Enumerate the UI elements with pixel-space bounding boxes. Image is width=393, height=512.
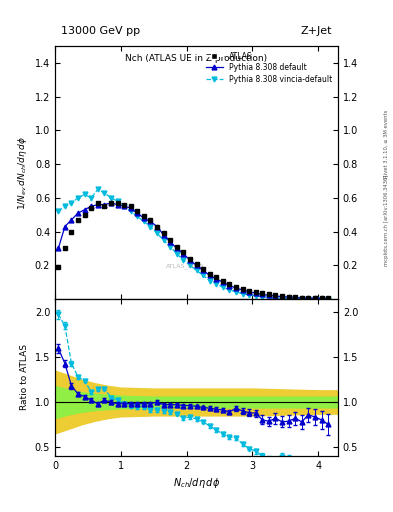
Text: Rivet 3.1.10, ≥ 3M events: Rivet 3.1.10, ≥ 3M events: [384, 109, 389, 178]
Y-axis label: $1/N_{ev}\,dN_{ch}/d\eta\,d\phi$: $1/N_{ev}\,dN_{ch}/d\eta\,d\phi$: [16, 136, 29, 210]
Text: Z+Jet: Z+Jet: [301, 26, 332, 36]
X-axis label: $N_{ch}/d\eta\,d\phi$: $N_{ch}/d\eta\,d\phi$: [173, 476, 220, 490]
Text: 13000 GeV pp: 13000 GeV pp: [61, 26, 140, 36]
Text: mcplots.cern.ch [arXiv:1306.3436]: mcplots.cern.ch [arXiv:1306.3436]: [384, 175, 389, 266]
Y-axis label: Ratio to ATLAS: Ratio to ATLAS: [20, 345, 29, 411]
Text: Nch (ATLAS UE in Z production): Nch (ATLAS UE in Z production): [125, 54, 268, 62]
Text: ATLAS_2019...: ATLAS_2019...: [166, 263, 210, 269]
Legend: ATLAS, Pythia 8.308 default, Pythia 8.308 vincia-default: ATLAS, Pythia 8.308 default, Pythia 8.30…: [204, 50, 334, 86]
